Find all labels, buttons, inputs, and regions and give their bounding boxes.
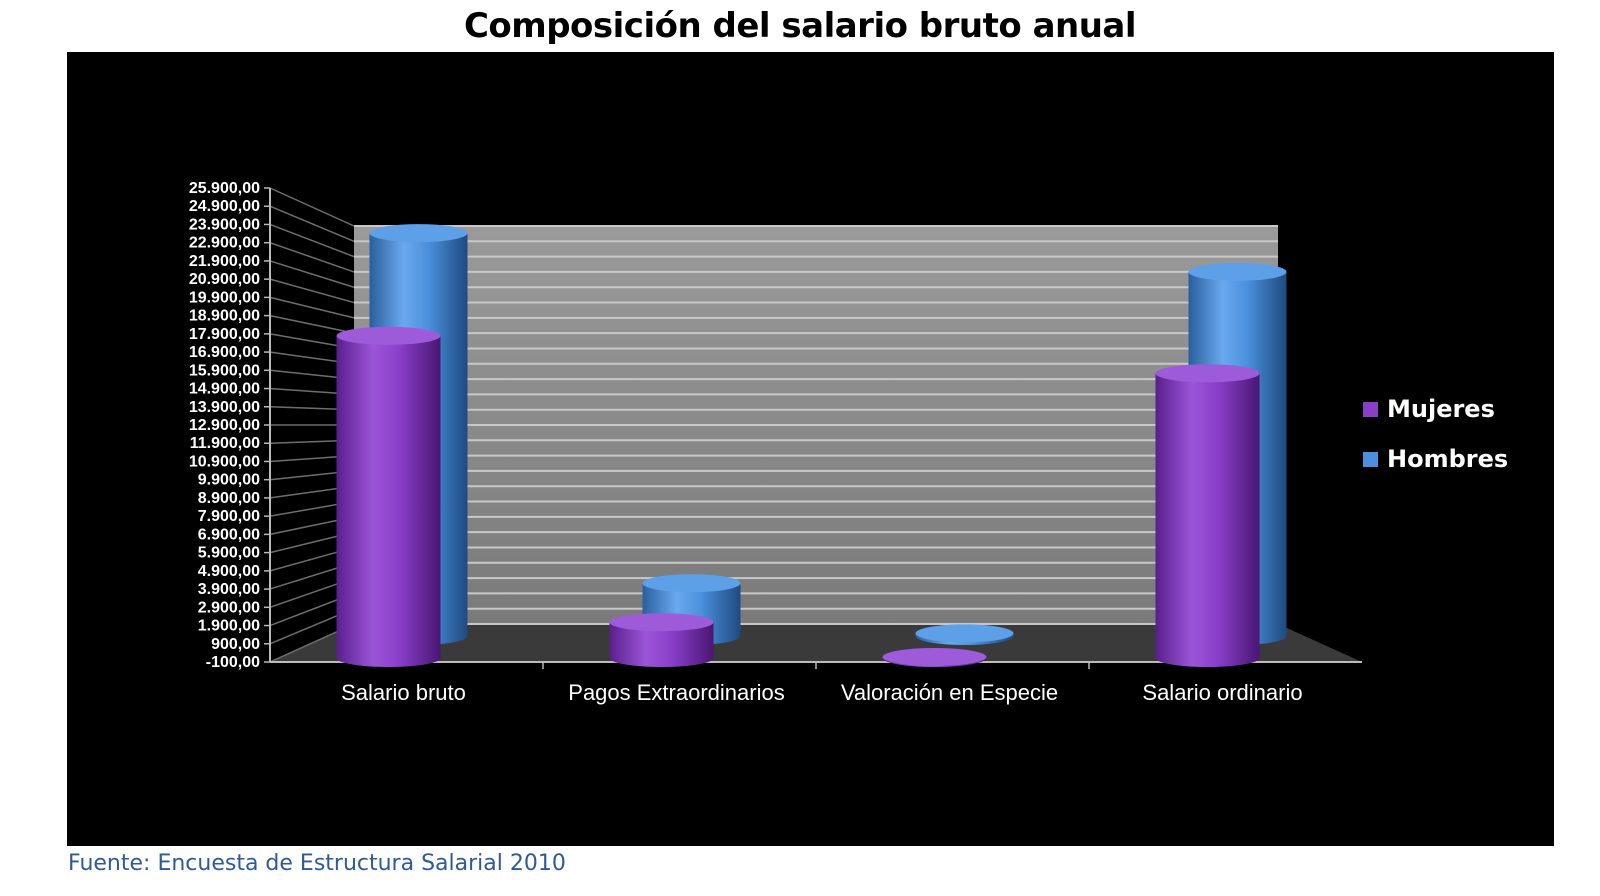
y-tick-label: 21.900,00 [189, 253, 260, 270]
gridline-side [269, 314, 355, 334]
chart-area: -100,00 900,00 1.900,00 2.900,00 3.900,00 4.9… [67, 52, 1554, 846]
y-tick-label: 5.900,00 [198, 545, 260, 562]
y-tick-label: 3.900,00 [198, 581, 260, 598]
y-tick-label: 11.900,00 [190, 435, 260, 452]
y-tick-label: 19.900,00 [189, 289, 260, 306]
bar-mujeres [609, 613, 714, 667]
category-labels: Salario bruto Pagos Extraordinarios Valora… [341, 680, 1302, 705]
x-category-label: Pagos Extraordinarios [568, 680, 784, 705]
gridline-side [269, 260, 355, 288]
gridline-side [269, 187, 355, 227]
floor [270, 624, 1362, 662]
legend-swatch [1363, 402, 1378, 417]
y-tick-label: 10.900,00 [189, 453, 260, 470]
y-tick-label: 13.900,00 [189, 399, 260, 416]
y-tick-label: 24.900,00 [189, 198, 260, 215]
gridline-side [269, 296, 355, 319]
y-tick-label: 25.900,00 [189, 180, 260, 197]
y-tick-label: 23.900,00 [189, 216, 260, 233]
y-tick-label: 900,00 [211, 636, 260, 653]
chart-grid [269, 187, 1278, 663]
gridline-side [269, 223, 355, 258]
bar-mujeres [336, 326, 441, 667]
y-tick-label: 20.900,00 [189, 271, 260, 288]
legend-label: Hombres [1387, 445, 1508, 473]
y-tick-label: 16.900,00 [189, 344, 260, 361]
y-tick-label: 15.900,00 [189, 362, 260, 379]
x-category-label: Salario ordinario [1142, 680, 1302, 705]
y-tick-label: 12.900,00 [189, 417, 260, 434]
bar-hombres [915, 624, 1014, 645]
bar-mujeres [1155, 364, 1260, 667]
y-tick-label: -100,00 [206, 654, 260, 671]
y-tick-label: 8.900,00 [198, 490, 260, 507]
y-tick-label: 9.900,00 [198, 472, 260, 489]
y-tick-label: 1.900,00 [198, 618, 260, 635]
x-category-label: Salario bruto [341, 680, 466, 705]
y-tick-label: 4.900,00 [198, 563, 260, 580]
gridline-side [269, 241, 355, 273]
legend: Mujeres Hombres [1363, 395, 1508, 473]
source-note: Fuente: Encuesta de Estructura Salarial … [68, 851, 566, 876]
x-category-label: Valoración en Especie [841, 680, 1058, 705]
gridline-side [269, 278, 355, 304]
y-tick-label: 14.900,00 [189, 381, 260, 398]
chart-bars [336, 224, 1287, 667]
chart-title: Composición del salario bruto anual [463, 6, 1137, 46]
bar-mujeres [882, 647, 987, 667]
y-tick-label: 18.900,00 [189, 308, 260, 325]
legend-swatch [1363, 452, 1378, 467]
y-tick-label: 7.900,00 [198, 508, 260, 525]
y-tick-label: 6.900,00 [198, 526, 260, 543]
legend-label: Mujeres [1387, 395, 1495, 423]
y-tick-label: 2.900,00 [198, 599, 260, 616]
y-tick-label: 22.900,00 [189, 235, 260, 252]
y-tick-label: 17.900,00 [189, 326, 260, 343]
gridline-side [269, 205, 355, 242]
